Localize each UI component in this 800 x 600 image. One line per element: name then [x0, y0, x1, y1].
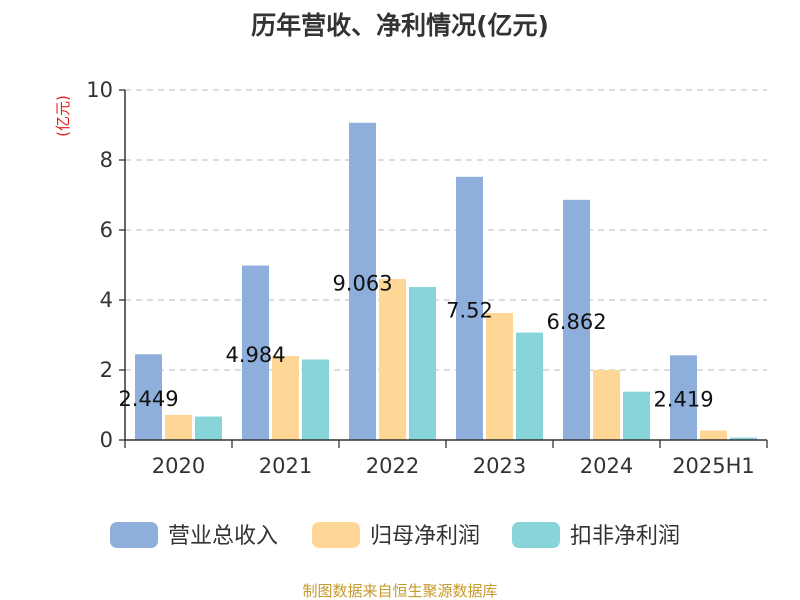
data-label: 6.862: [546, 310, 606, 334]
data-label: 4.984: [225, 343, 285, 367]
bar-3-2021[interactable]: [302, 359, 329, 441]
bar-3-2022[interactable]: [409, 287, 436, 440]
chart-title: 历年营收、净利情况(亿元): [251, 11, 549, 40]
data-label: 9.063: [332, 271, 392, 295]
bar-2-2023[interactable]: [486, 312, 513, 440]
data-label: 2.419: [653, 388, 713, 412]
x-tick-label: 2020: [152, 454, 205, 478]
legend-swatch-2[interactable]: [312, 522, 360, 548]
gridlines: [125, 89, 767, 371]
bar-3-2024[interactable]: [623, 391, 650, 440]
bar-2-2022[interactable]: [379, 279, 406, 440]
legend-swatch-3[interactable]: [512, 522, 560, 548]
legend-label-3[interactable]: 扣非净利润: [570, 524, 680, 549]
x-tick-label: 2025H1: [672, 454, 755, 478]
bar-1-2023[interactable]: [456, 176, 483, 441]
bar-2-2021[interactable]: [272, 356, 299, 440]
bar-1-2022[interactable]: [349, 122, 376, 441]
bar-3-2025H1[interactable]: [730, 437, 757, 440]
x-tick-label: 2022: [366, 454, 419, 478]
y-unit-label: (亿元): [54, 95, 72, 137]
bar-1-2020[interactable]: [135, 354, 162, 440]
y-tick-label: 10: [86, 78, 113, 102]
source-note: 制图数据来自恒生聚源数据库: [302, 582, 497, 600]
legend-label-2[interactable]: 归母净利润: [370, 524, 480, 549]
data-label: 2.449: [118, 387, 178, 411]
bar-3-2020[interactable]: [195, 416, 222, 440]
y-tick-label: 4: [100, 288, 113, 312]
axes: 0 2 4 6 8 10 2020 2021 2022 2023 2024 2025H1: [86, 78, 768, 478]
y-tick-label: 6: [100, 218, 113, 242]
legend-swatch-1[interactable]: [110, 522, 158, 548]
data-label: 7.52: [446, 298, 493, 322]
bar-2-2024[interactable]: [593, 370, 620, 440]
y-tick-label: 0: [100, 428, 113, 452]
data-labels: 2.449 4.984 9.063 7.52 6.862 2.419: [118, 271, 713, 411]
bar-3-2023[interactable]: [516, 332, 543, 440]
bar-1-2025H1[interactable]: [670, 355, 697, 440]
x-tick-label: 2024: [580, 454, 633, 478]
bar-1-2021[interactable]: [242, 265, 269, 440]
y-tick-label: 8: [100, 148, 113, 172]
x-tick-label: 2023: [473, 454, 526, 478]
bars: [135, 122, 757, 441]
bar-2-2025H1[interactable]: [700, 430, 727, 440]
bar-2-2020[interactable]: [165, 414, 192, 440]
y-tick-label: 2: [100, 358, 113, 382]
legend-label-1[interactable]: 营业总收入: [168, 524, 278, 549]
legend[interactable]: 营业总收入 归母净利润 扣非净利润: [110, 522, 680, 549]
bar-1-2024[interactable]: [563, 199, 590, 440]
x-tick-label: 2021: [259, 454, 312, 478]
